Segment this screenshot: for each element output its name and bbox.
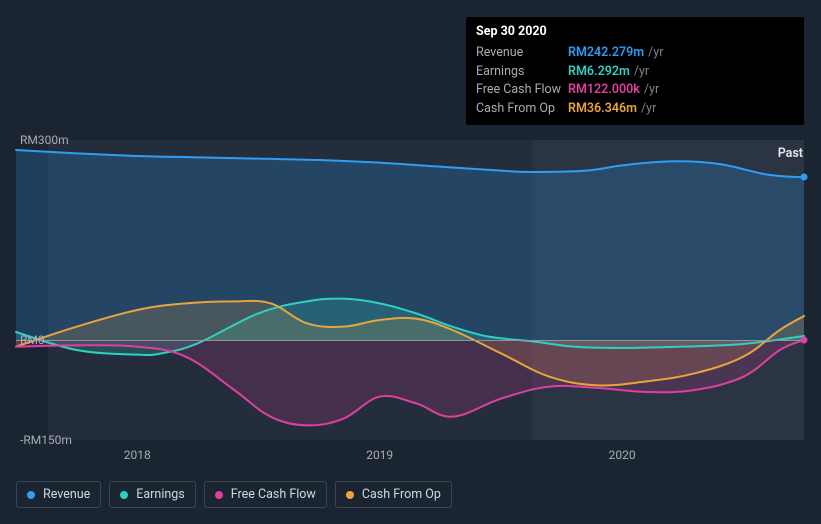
y-axis-label: RM300m bbox=[20, 133, 80, 147]
tooltip-date: Sep 30 2020 bbox=[476, 23, 794, 42]
tooltip-metric-unit: /yr bbox=[641, 100, 656, 119]
chart-tooltip: Sep 30 2020 RevenueRM242.279m/yrEarnings… bbox=[466, 17, 804, 125]
legend-label: Earnings bbox=[136, 487, 184, 502]
legend-item[interactable]: Earnings bbox=[109, 481, 195, 508]
tooltip-row: Free Cash FlowRM122.000k/yr bbox=[476, 81, 794, 100]
legend-dot-icon bbox=[215, 491, 223, 499]
legend-label: Revenue bbox=[43, 487, 90, 502]
tooltip-metric-unit: /yr bbox=[644, 81, 659, 100]
chart-legend: Revenue Earnings Free Cash Flow Cash From O… bbox=[16, 481, 452, 508]
tooltip-row: EarningsRM6.292m/yr bbox=[476, 63, 794, 82]
y-axis-label: RM0 bbox=[20, 333, 80, 347]
tooltip-metric-value: RM36.346m bbox=[568, 100, 637, 119]
tooltip-metric-label: Earnings bbox=[476, 63, 568, 82]
tooltip-metric-label: Revenue bbox=[476, 44, 568, 63]
series-end-marker bbox=[801, 174, 808, 181]
zero-axis-line bbox=[16, 340, 804, 341]
past-period-label: Past bbox=[778, 146, 803, 161]
tooltip-metric-value: RM122.000k bbox=[568, 81, 640, 100]
legend-item[interactable]: Free Cash Flow bbox=[204, 481, 327, 508]
tooltip-row: Cash From OpRM36.346m/yr bbox=[476, 100, 794, 119]
x-axis-label: 2018 bbox=[124, 448, 151, 462]
legend-dot-icon bbox=[346, 491, 354, 499]
tooltip-row: RevenueRM242.279m/yr bbox=[476, 44, 794, 63]
tooltip-metric-unit: /yr bbox=[634, 63, 649, 82]
legend-dot-icon bbox=[27, 491, 35, 499]
series-end-marker bbox=[801, 336, 808, 343]
legend-item[interactable]: Cash From Op bbox=[335, 481, 452, 508]
legend-item[interactable]: Revenue bbox=[16, 481, 101, 508]
tooltip-metric-unit: /yr bbox=[648, 44, 663, 63]
legend-dot-icon bbox=[120, 491, 128, 499]
tooltip-metric-label: Cash From Op bbox=[476, 100, 568, 119]
y-axis-label: -RM150m bbox=[20, 433, 80, 447]
legend-label: Cash From Op bbox=[362, 487, 441, 502]
tooltip-metric-label: Free Cash Flow bbox=[476, 81, 568, 100]
x-axis-label: 2020 bbox=[609, 448, 636, 462]
tooltip-metric-value: RM6.292m bbox=[568, 63, 630, 82]
tooltip-rows: RevenueRM242.279m/yrEarningsRM6.292m/yrF… bbox=[476, 44, 794, 119]
x-axis-label: 2019 bbox=[366, 448, 393, 462]
legend-label: Free Cash Flow bbox=[231, 487, 316, 502]
tooltip-metric-value: RM242.279m bbox=[568, 44, 644, 63]
